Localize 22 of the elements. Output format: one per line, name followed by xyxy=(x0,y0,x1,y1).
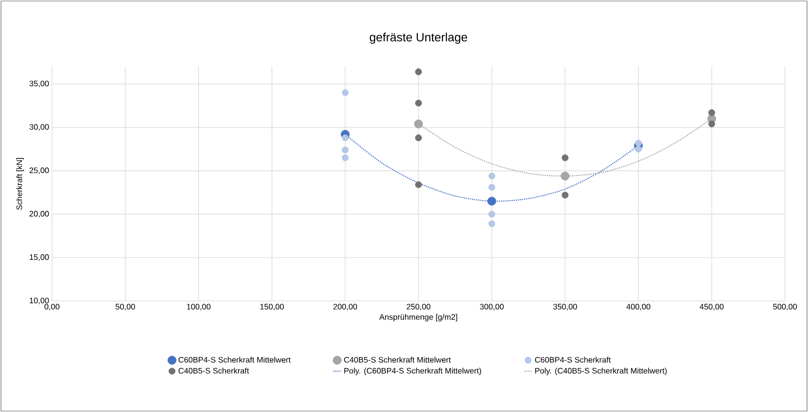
point xyxy=(487,196,496,206)
point xyxy=(488,184,496,191)
point xyxy=(415,68,422,76)
point xyxy=(562,154,568,162)
point xyxy=(488,172,496,180)
point xyxy=(708,109,716,116)
point xyxy=(342,154,349,162)
point xyxy=(708,120,716,128)
point xyxy=(415,134,422,142)
point xyxy=(415,181,422,188)
chart-title: gefräste Unterlage xyxy=(370,32,468,44)
point xyxy=(414,120,423,128)
point xyxy=(342,89,349,96)
point xyxy=(635,146,642,152)
point xyxy=(560,172,570,180)
point xyxy=(635,140,642,146)
point xyxy=(415,100,422,106)
point xyxy=(342,146,349,154)
point xyxy=(488,220,496,228)
point xyxy=(342,134,349,142)
point xyxy=(488,210,496,218)
point xyxy=(562,192,568,198)
